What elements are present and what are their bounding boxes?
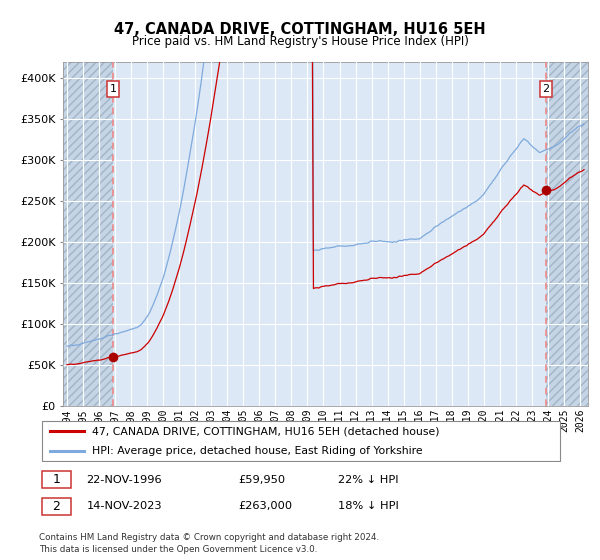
Text: Contains HM Land Registry data © Crown copyright and database right 2024.: Contains HM Land Registry data © Crown c… [39,533,379,542]
Text: 22-NOV-1996: 22-NOV-1996 [86,475,162,485]
Text: 18% ↓ HPI: 18% ↓ HPI [338,501,399,511]
FancyBboxPatch shape [41,421,560,461]
Text: 2: 2 [542,84,550,94]
Text: 22% ↓ HPI: 22% ↓ HPI [338,475,399,485]
Text: 1: 1 [52,473,60,486]
Text: 47, CANADA DRIVE, COTTINGHAM, HU16 5EH: 47, CANADA DRIVE, COTTINGHAM, HU16 5EH [114,22,486,38]
Text: This data is licensed under the Open Government Licence v3.0.: This data is licensed under the Open Gov… [39,545,317,554]
FancyBboxPatch shape [41,471,71,488]
Text: £263,000: £263,000 [239,501,293,511]
Text: £59,950: £59,950 [239,475,286,485]
Text: 1: 1 [110,84,116,94]
Text: 47, CANADA DRIVE, COTTINGHAM, HU16 5EH (detached house): 47, CANADA DRIVE, COTTINGHAM, HU16 5EH (… [91,426,439,436]
Text: 14-NOV-2023: 14-NOV-2023 [86,501,162,511]
Text: HPI: Average price, detached house, East Riding of Yorkshire: HPI: Average price, detached house, East… [91,446,422,456]
FancyBboxPatch shape [41,498,71,515]
Text: 2: 2 [52,500,60,513]
Text: Price paid vs. HM Land Registry's House Price Index (HPI): Price paid vs. HM Land Registry's House … [131,35,469,48]
Bar [546,62,588,406]
Bar [63,62,113,406]
